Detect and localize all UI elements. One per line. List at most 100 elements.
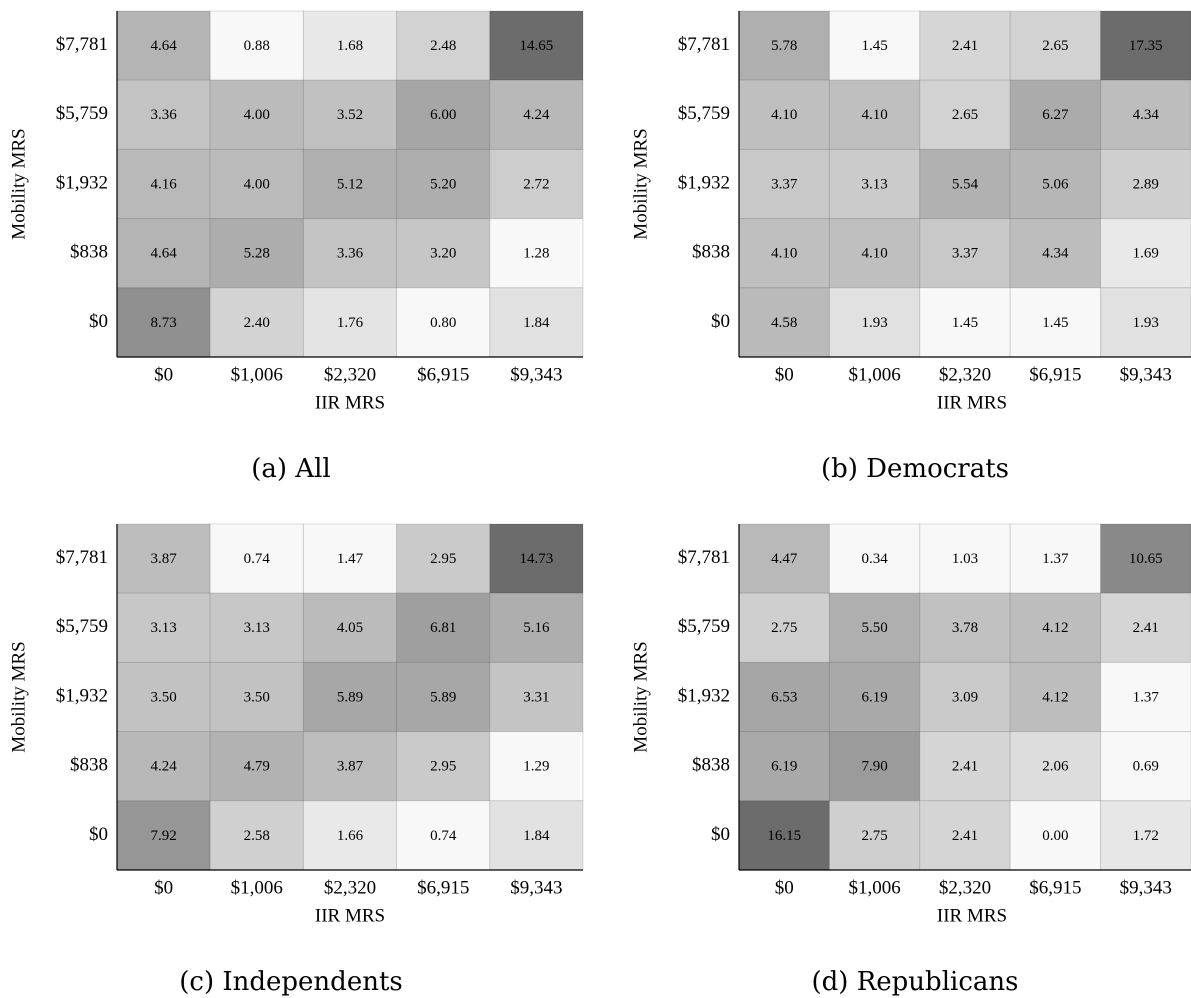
- cell: [738, 148, 830, 220]
- x-tick-label: $0: [154, 877, 173, 898]
- cell-label: 16.15: [767, 828, 801, 844]
- x-tick-label: $2,320: [939, 877, 991, 898]
- panel: 4.47 0.34 1.03 1.37 10.65 2.75 5.50 3.78 4.12 2.4…: [630, 523, 1191, 997]
- y-tick-label: $7,781: [678, 34, 730, 55]
- caption: (a) All: [251, 454, 330, 484]
- caption: (b) Democrats: [821, 454, 1009, 484]
- cell: [209, 218, 304, 289]
- cell-label: 2.06: [1042, 759, 1069, 775]
- cell-label: 4.79: [244, 759, 270, 775]
- cell: [209, 800, 304, 871]
- cell: [302, 79, 398, 150]
- x-tick-label: $2,320: [324, 877, 376, 898]
- cell-label: 1.45: [952, 315, 978, 331]
- x-tick-label: $9,343: [1120, 364, 1172, 385]
- cell-label: 1.66: [337, 828, 364, 844]
- cell-label: 4.00: [244, 176, 270, 192]
- cell: [116, 79, 211, 150]
- cell-label: 4.34: [1133, 107, 1160, 123]
- cell-label: 3.50: [150, 689, 176, 705]
- cell-label: 1.29: [523, 759, 549, 775]
- cell: [489, 218, 584, 289]
- cell: [1009, 800, 1102, 871]
- cell: [919, 661, 1011, 733]
- cell-label: 2.72: [523, 176, 549, 192]
- cell-label: 2.40: [244, 315, 270, 331]
- cell-label: 5.12: [337, 176, 363, 192]
- cell-label: 4.05: [337, 620, 363, 636]
- cell-label: 3.13: [244, 620, 270, 636]
- y-tick-label: $838: [70, 755, 108, 776]
- cell: [489, 10, 584, 81]
- cell: [116, 287, 211, 358]
- y-tick-label: $1,932: [56, 685, 108, 706]
- cell-label: 4.24: [150, 759, 177, 775]
- cell-label: 1.69: [1133, 246, 1159, 262]
- cell: [828, 800, 921, 871]
- cell-label: 7.92: [150, 828, 176, 844]
- cell: [828, 10, 921, 81]
- cell-label: 3.31: [523, 689, 549, 705]
- y-axis-label: Mobility MRS: [630, 641, 651, 752]
- x-tick-label: $6,915: [1029, 364, 1081, 385]
- cell: [919, 79, 1011, 150]
- x-tick-label: $9,343: [1120, 877, 1172, 898]
- cell-label: 3.37: [771, 176, 798, 192]
- cell-label: 4.64: [150, 38, 177, 54]
- cell-label: 0.74: [244, 551, 271, 567]
- x-tick-label: $6,915: [417, 877, 469, 898]
- cell-label: 4.64: [150, 246, 177, 262]
- y-tick-label: $7,781: [56, 547, 108, 568]
- panel: 5.78 1.45 2.41 2.65 17.35 4.10 4.10 2.65 6.27 4.3…: [630, 10, 1191, 484]
- cell-label: 6.00: [430, 107, 456, 123]
- panel: 3.87 0.74 1.47 2.95 14.73 3.13 3.13 4.05 6.81 5.1…: [8, 523, 584, 997]
- cell-label: 3.50: [244, 689, 270, 705]
- cell-label: 2.65: [1042, 38, 1068, 54]
- cell-label: 0.80: [430, 315, 456, 331]
- cell: [302, 800, 398, 871]
- x-tick-label: $1,006: [848, 877, 900, 898]
- cell: [1100, 79, 1191, 150]
- cell-label: 1.93: [861, 315, 887, 331]
- cell: [396, 661, 491, 733]
- y-tick-label: $1,932: [56, 172, 108, 193]
- cell: [302, 592, 398, 663]
- x-axis-label: IIR MRS: [315, 392, 385, 413]
- cell-label: 6.19: [771, 759, 797, 775]
- cell: [302, 218, 398, 289]
- x-tick-label: $1,006: [231, 877, 283, 898]
- cell-label: 1.37: [1133, 689, 1160, 705]
- cell-label: 5.54: [952, 176, 979, 192]
- y-tick-label: $0: [89, 824, 108, 845]
- cell: [738, 592, 830, 663]
- cell-label: 0.00: [1042, 828, 1068, 844]
- cell: [1100, 218, 1191, 289]
- cell-label: 6.53: [771, 689, 797, 705]
- cell-label: 3.87: [150, 551, 177, 567]
- panel: 4.64 0.88 1.68 2.48 14.65 3.36 4.00 3.52 6.00 4.2…: [8, 10, 584, 484]
- cell-label: 2.75: [771, 620, 797, 636]
- cell-label: 6.27: [1042, 107, 1069, 123]
- y-tick-label: $5,759: [56, 616, 108, 637]
- cell-label: 1.45: [1042, 315, 1068, 331]
- cell-label: 7.90: [861, 759, 887, 775]
- cell-label: 4.10: [771, 246, 797, 262]
- cell: [738, 218, 830, 289]
- cell: [489, 661, 584, 733]
- y-tick-label: $838: [692, 242, 730, 263]
- cell-label: 4.10: [861, 246, 887, 262]
- cell: [489, 800, 584, 871]
- cell-label: 14.65: [520, 38, 554, 54]
- cell-label: 8.73: [150, 315, 176, 331]
- cell-label: 1.76: [337, 315, 364, 331]
- cell: [919, 148, 1011, 220]
- y-tick-label: $5,759: [56, 103, 108, 124]
- y-tick-label: $838: [70, 242, 108, 263]
- cell: [489, 148, 584, 220]
- cell: [396, 523, 491, 594]
- cell-label: 1.84: [523, 828, 550, 844]
- cell: [209, 148, 304, 220]
- cell: [919, 287, 1011, 358]
